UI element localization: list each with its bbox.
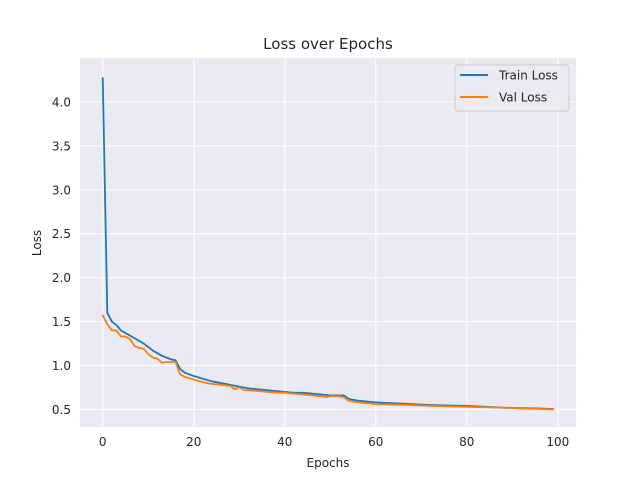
y-tick-label: 2.5 xyxy=(52,227,71,241)
x-axis-label: Epochs xyxy=(307,456,350,470)
legend-label-val-loss: Val Loss xyxy=(499,91,547,105)
x-tick-label: 100 xyxy=(546,435,569,449)
y-tick-label: 2.0 xyxy=(52,271,71,285)
legend-label-train-loss: Train Loss xyxy=(498,69,558,83)
plot-background xyxy=(80,58,576,427)
x-tick-label: 20 xyxy=(186,435,201,449)
y-tick-label: 3.0 xyxy=(52,183,71,197)
y-tick-label: 3.5 xyxy=(52,139,71,153)
x-tick-label: 0 xyxy=(99,435,107,449)
legend-box xyxy=(454,64,570,112)
series-line-val-loss xyxy=(101,314,555,411)
series-line-train-loss xyxy=(101,77,555,410)
y-tick-label: 1.5 xyxy=(52,315,71,329)
x-tick-label: 40 xyxy=(277,435,292,449)
x-tick-label: 80 xyxy=(459,435,474,449)
y-tick-label: 0.5 xyxy=(52,403,71,417)
x-tick-label: 60 xyxy=(368,435,383,449)
y-tick-label: 1.0 xyxy=(52,359,71,373)
y-tick-label: 4.0 xyxy=(52,95,71,109)
legend: Train Loss Val Loss xyxy=(454,64,570,112)
x-tick-labels: 0 20 40 60 80 100 xyxy=(99,435,569,449)
series-lines xyxy=(101,77,555,411)
y-tick-labels: 0.5 1.0 1.5 2.0 2.5 3.0 3.5 4.0 xyxy=(52,95,71,417)
y-axis-label: Loss xyxy=(30,230,44,256)
chart-title: Loss over Epochs xyxy=(263,35,393,53)
